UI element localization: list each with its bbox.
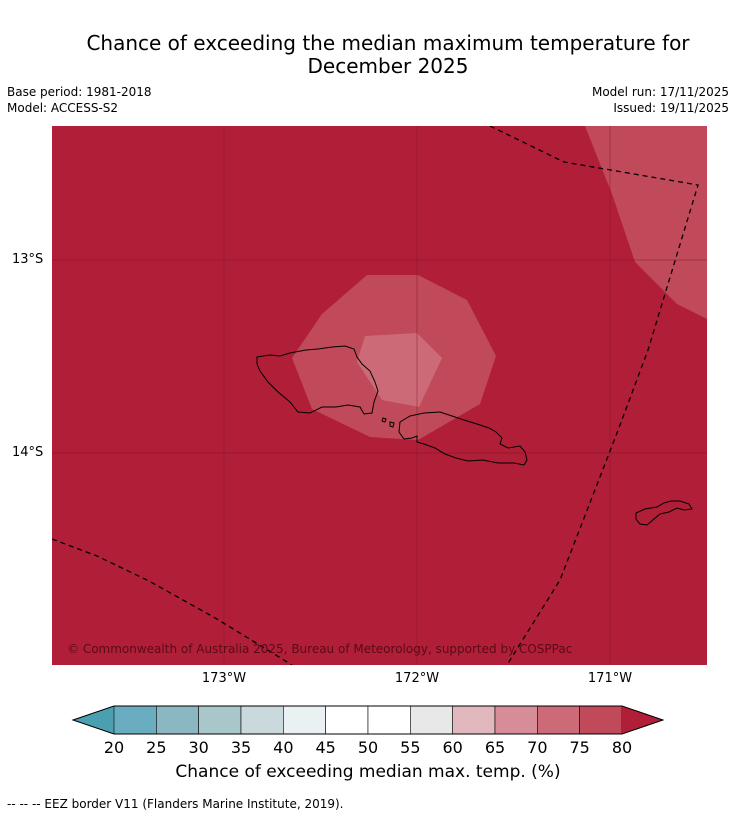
- colorbar-tick-label: 20: [103, 738, 125, 757]
- colorbar-cell: [452, 705, 496, 735]
- colorbar-under-arrow: [73, 706, 114, 734]
- colorbar-cell: [283, 705, 326, 735]
- lon-label-171w: 171°W: [587, 671, 633, 686]
- colorbar-label: Chance of exceeding median max. temp. (%…: [175, 762, 561, 782]
- lon-label-173w: 173°W: [201, 671, 247, 686]
- colorbar-cell: [367, 705, 411, 735]
- colorbar-cell: [579, 705, 623, 735]
- base-period: Base period: 1981-2018: [7, 85, 152, 99]
- colorbar-cell: [156, 705, 199, 735]
- colorbar-over-arrow: [622, 706, 663, 734]
- colorbar-cell: [410, 705, 453, 735]
- islet-apolima: [389, 421, 395, 428]
- colorbar-tick-label: 75: [569, 738, 590, 757]
- colorbar-tick-label: 40: [273, 738, 294, 757]
- colorbar-cell: [537, 705, 580, 735]
- colorbar-cell: [198, 705, 242, 735]
- eez-border: [51, 125, 699, 666]
- eez-footnote: -- -- -- EEZ border V11 (Flanders Marine…: [7, 797, 344, 811]
- colorbar-tick-label: 50: [357, 738, 379, 757]
- chart-title: Chance of exceeding the median maximum t…: [40, 32, 736, 78]
- colorbar-tick-label: 55: [400, 738, 421, 757]
- colorbar-tick-label: 45: [315, 738, 336, 757]
- title-line-1: Chance of exceeding the median maximum t…: [86, 31, 690, 55]
- colorbar-tick-label: 60: [442, 738, 463, 757]
- colorbar-cell: [240, 705, 284, 735]
- colorbar: [71, 705, 665, 735]
- probability-region-inner: [357, 333, 442, 407]
- island-tutuila: [635, 500, 693, 526]
- probability-region-ne: [585, 126, 707, 319]
- lat-label-14s: 14°S: [12, 445, 44, 460]
- colorbar-tick-label: 80: [611, 738, 633, 757]
- colorbar-tick-label: 25: [146, 738, 167, 757]
- colorbar-outline: [71, 705, 665, 735]
- colorbar-tick-label: 30: [188, 738, 209, 757]
- lat-label-13s: 13°S: [12, 252, 44, 267]
- title-line-2: December 2025: [307, 54, 469, 78]
- lon-label-172w: 172°W: [394, 671, 440, 686]
- meta-right: Model run: 17/11/2025 Issued: 19/11/2025: [592, 84, 729, 116]
- map-canvas: © Commonwealth of Australia 2025, Bureau…: [51, 125, 707, 666]
- colorbar-cell: [113, 705, 157, 735]
- colorbar-cell: [325, 705, 369, 735]
- islet-manono: [381, 417, 387, 423]
- colorbar-tick-label: 70: [527, 738, 548, 757]
- island-savaii: [256, 345, 379, 415]
- colorbar-tick-label: 35: [230, 738, 252, 757]
- model-name: Model: ACCESS-S2: [7, 101, 119, 115]
- model-run: Model run: 17/11/2025: [591, 85, 729, 99]
- meta-left: Base period: 1981-2018 Model: ACCESS-S2: [7, 84, 152, 116]
- colorbar-tick-label: 65: [484, 738, 506, 757]
- colorbar-cell: [494, 705, 538, 735]
- island-upolu: [398, 411, 528, 466]
- copyright-notice: © Commonwealth of Australia 2025, Bureau…: [67, 642, 572, 656]
- map: © Commonwealth of Australia 2025, Bureau…: [51, 125, 707, 666]
- issued-date: Issued: 19/11/2025: [613, 101, 729, 115]
- gridlines: [52, 126, 707, 665]
